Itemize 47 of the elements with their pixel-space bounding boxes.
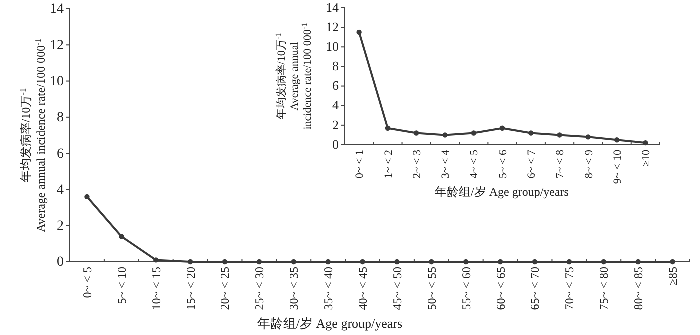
y-tick-label: 14 — [50, 2, 64, 18]
x-tick-label: 10~ < 15 — [149, 267, 164, 310]
x-tick-label: 40~ < 45 — [356, 267, 370, 310]
x-tick-label: 7~ < 8 — [554, 150, 567, 179]
x-tick-label: 1~ < 2 — [382, 150, 395, 179]
x-tick-label: 35~ < 40 — [322, 267, 336, 310]
x-axis-title: 年龄组/岁 Age group/years — [257, 316, 403, 331]
x-tick-label: 80~ < 85 — [632, 267, 646, 310]
y-tick-label: 2 — [57, 219, 64, 234]
x-tick-label: 15~ < 20 — [184, 267, 198, 310]
x-tick-label: 9~ < 10 — [612, 150, 624, 184]
x-tick-label: 2~ < 3 — [411, 150, 424, 179]
x-tick-label: 45~ < 50 — [390, 267, 404, 310]
y-tick-label: 4 — [57, 182, 64, 198]
y-tick-label: 4 — [332, 98, 340, 113]
x-tick-label: 5~ < 6 — [497, 150, 510, 179]
y-tick-label: 6 — [57, 146, 64, 162]
y-tick-label: 12 — [326, 19, 339, 34]
y-tick-label: 8 — [57, 110, 64, 126]
x-axis-title: 年龄组/岁 Age group/years — [435, 185, 570, 199]
y-tick-label: 0 — [332, 136, 339, 152]
x-tick-label: 60~ < 65 — [494, 267, 508, 310]
x-tick-label: 8~ < 9 — [583, 150, 596, 179]
y-tick-label: 10 — [50, 74, 64, 90]
y-tick-label: 2 — [332, 117, 339, 132]
x-tick-label: 20~ < 25 — [218, 267, 232, 310]
x-tick-label: 3~ < 4 — [440, 150, 452, 179]
y-tick-label: 6 — [332, 78, 340, 94]
x-tick-label: 30~ < 35 — [287, 267, 302, 310]
y-tick-label: 10 — [326, 38, 339, 54]
x-tick-label: 55~ < 60 — [459, 267, 474, 310]
x-tick-label: 0~ < 5 — [80, 267, 94, 298]
y-tick-label: 14 — [326, 0, 340, 15]
x-tick-label: 25~ < 30 — [252, 267, 267, 310]
x-tick-label: ≥85 — [666, 267, 680, 286]
x-tick-label: ≥10 — [640, 150, 653, 168]
x-tick-label: 5~ < 10 — [114, 267, 129, 304]
y-tick-label: 12 — [50, 38, 64, 54]
x-tick-label: 0~ < 1 — [354, 150, 366, 179]
x-tick-label: 4~ < 5 — [468, 150, 481, 179]
x-tick-label: 70~ < 75 — [562, 267, 577, 310]
x-tick-label: 75~ < 80 — [597, 267, 612, 310]
x-tick-label: 6~ < 7 — [526, 150, 538, 179]
x-tick-label: 50~ < 55 — [424, 267, 439, 310]
y-tick-label: 0 — [57, 255, 64, 270]
x-tick-label: 65~ < 70 — [528, 267, 542, 310]
y-tick-label: 8 — [332, 58, 339, 74]
